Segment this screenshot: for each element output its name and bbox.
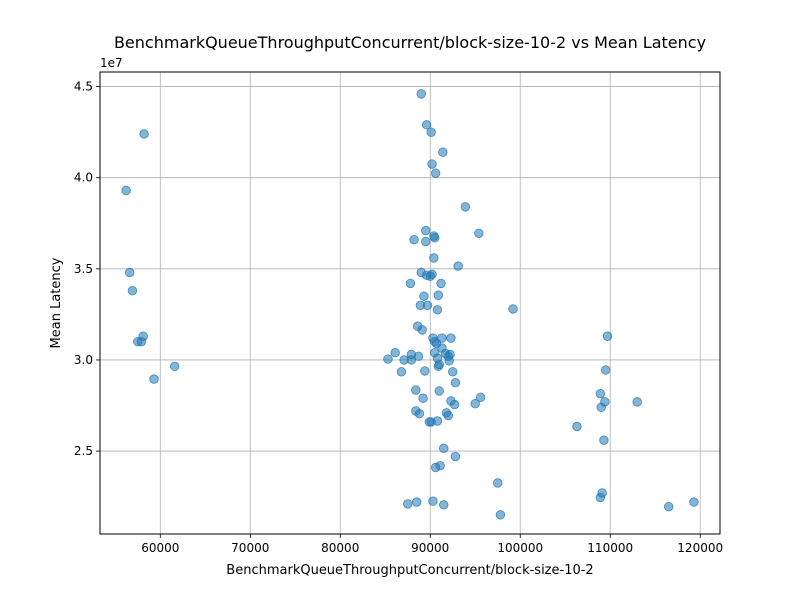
data-point: [121, 185, 131, 196]
data-point: [600, 397, 610, 407]
data-point: [448, 367, 458, 377]
data-point: [432, 416, 443, 426]
data-point: [632, 397, 642, 407]
x-tick-label: 120000: [677, 541, 723, 555]
data-point: [453, 261, 463, 271]
data-point: [412, 497, 422, 507]
data-point: [450, 451, 461, 462]
data-point: [438, 147, 448, 157]
y-tick-label: 4.0: [74, 171, 93, 185]
data-point: [430, 168, 441, 178]
data-point: [439, 500, 449, 510]
data-point: [599, 435, 609, 445]
x-tick-label: 70000: [231, 541, 269, 555]
data-point: [422, 300, 433, 310]
data-point: [434, 386, 444, 396]
data-point: [597, 488, 607, 498]
data-point: [434, 359, 444, 370]
data-point: [689, 497, 699, 507]
y-axis-ticks: 2.5 3.0 3.5 4.0 4.5: [74, 80, 100, 458]
y-axis-label: Mean Latency: [49, 257, 64, 348]
data-point: [602, 331, 613, 341]
data-point: [421, 236, 431, 247]
data-point: [446, 333, 456, 343]
x-tick-label: 110000: [587, 541, 633, 555]
data-point: [572, 421, 582, 432]
data-point: [601, 365, 611, 375]
data-point: [411, 385, 421, 395]
data-point: [421, 225, 431, 236]
data-point: [149, 374, 159, 384]
data-point: [403, 499, 413, 509]
y-tick-label: 3.5: [74, 262, 93, 276]
data-point: [418, 393, 428, 403]
x-tick-label: 100000: [497, 541, 543, 555]
data-point: [445, 349, 455, 360]
x-tick-label: 90000: [411, 541, 449, 555]
x-tick-label: 60000: [141, 541, 179, 555]
data-point: [430, 233, 440, 243]
x-tick-label: 80000: [321, 541, 359, 555]
data-point: [493, 478, 503, 488]
y-tick-label: 3.0: [74, 353, 93, 367]
data-point: [138, 331, 148, 341]
data-point: [428, 496, 438, 506]
data-point: [409, 234, 419, 245]
y-tick-label: 2.5: [74, 444, 93, 458]
data-point: [383, 354, 393, 364]
data-point: [124, 267, 135, 278]
data-point: [508, 304, 518, 314]
data-point: [413, 351, 424, 362]
data-point: [405, 278, 416, 289]
data-point: [450, 378, 461, 388]
x-axis-label: BenchmarkQueueThroughputConcurrent/block…: [226, 563, 593, 578]
data-point: [595, 388, 606, 399]
data-point: [436, 278, 446, 289]
data-points: [121, 89, 699, 520]
data-point: [449, 399, 460, 410]
data-point: [414, 409, 425, 419]
y-axis-offset-label: 1e7: [100, 56, 123, 70]
data-point: [427, 159, 437, 169]
data-point: [419, 291, 429, 301]
data-point: [439, 443, 449, 454]
data-point: [470, 398, 480, 409]
data-point: [416, 89, 426, 99]
data-point: [474, 228, 484, 238]
data-point: [420, 366, 430, 376]
data-point: [169, 361, 180, 372]
data-point: [427, 269, 437, 279]
y-tick-label: 4.5: [74, 80, 93, 94]
data-point: [426, 127, 436, 137]
data-point: [396, 367, 407, 377]
data-point: [417, 325, 427, 335]
data-point: [460, 202, 471, 212]
chart-title: BenchmarkQueueThroughputConcurrent/block…: [114, 33, 706, 52]
data-point: [139, 129, 149, 139]
data-point: [429, 253, 439, 263]
plot-frame: [99, 71, 721, 535]
data-point: [495, 510, 506, 520]
data-point: [433, 290, 444, 300]
data-point: [437, 333, 447, 343]
data-point: [421, 120, 432, 130]
data-point: [432, 305, 443, 315]
data-point: [443, 410, 453, 421]
data-point: [127, 285, 138, 296]
x-axis-ticks: 60000 70000 80000 90000 100000 110000 120000: [141, 534, 723, 555]
data-point: [435, 460, 445, 471]
data-point: [390, 347, 400, 358]
data-point: [475, 392, 486, 403]
data-point: [664, 501, 674, 512]
